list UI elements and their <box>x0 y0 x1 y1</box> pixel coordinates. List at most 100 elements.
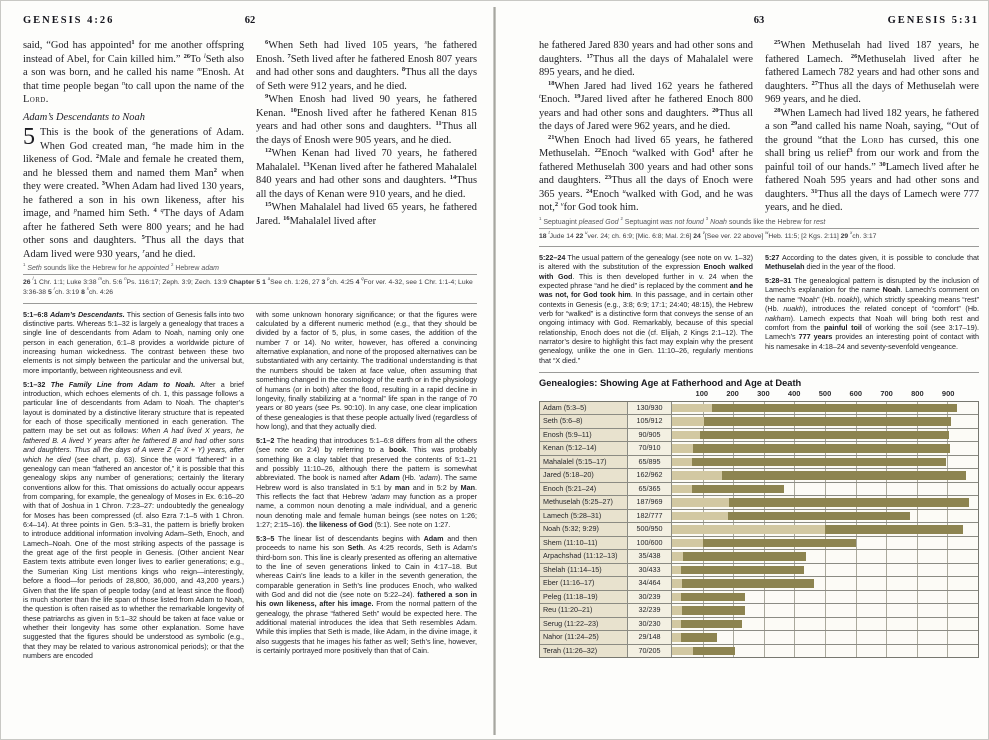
bar-age-at-death <box>681 592 746 602</box>
gridline <box>855 617 857 631</box>
translation-footnote: 1 Seth sounds like the Hebrew for he app… <box>23 262 219 273</box>
left-verse-col1: said, “God has appointed1 for me another… <box>23 39 244 261</box>
genealogy-chart: Genealogies: Showing Age at Fatherhood a… <box>538 378 979 659</box>
chart-row-name: Nahor (11:24–25) <box>539 631 628 644</box>
gridline <box>916 563 918 577</box>
chart-row-name: Kenan (5:12–14) <box>539 442 628 455</box>
verse-paragraph: 15When Mahalalel had lived 65 years, he … <box>256 201 477 227</box>
gridline <box>886 563 888 577</box>
chart-row-plot <box>671 563 978 577</box>
left-page-header: GENESIS 4:26 62 <box>23 15 477 26</box>
chart-row: Enoch (5:21–24) 65/365 <box>539 482 978 497</box>
commentary-note: 5:1–2 The heading that introduces 5:1–6:… <box>256 435 477 530</box>
gridline <box>855 604 857 617</box>
verse-paragraph: 18When Jared had lived 162 years he fath… <box>538 79 753 133</box>
bar-age-at-death <box>691 457 946 467</box>
axis-tick-label: 900 <box>941 388 955 398</box>
chart-row-plot <box>671 577 978 590</box>
chart-row-plot <box>671 469 978 482</box>
chart-row-name: Peleg (11:18–19) <box>539 590 628 604</box>
gridline <box>886 482 888 496</box>
chart-row-name: Shelah (11:14–15) <box>539 563 628 577</box>
commentary-note: 5:1–6:8 Adam’s Descendants. This section… <box>23 309 244 375</box>
rule <box>538 227 979 229</box>
gridline <box>916 644 918 658</box>
chart-row-name: Enosh (5:9–11) <box>539 428 628 442</box>
rule <box>538 371 979 373</box>
chart-row-name: Enoch (5:21–24) <box>539 482 628 496</box>
bar-age-at-death <box>699 430 949 440</box>
gridline <box>733 631 735 644</box>
chart-row: Lamech (5:28–31) 182/777 <box>539 509 978 524</box>
bar-age-at-fatherhood <box>671 592 682 602</box>
gridline <box>916 577 918 590</box>
bar-age-at-fatherhood <box>671 538 703 548</box>
gridline <box>855 482 857 496</box>
gridline <box>947 482 949 496</box>
gridline <box>824 631 826 644</box>
gridline <box>794 604 796 617</box>
page-number-left: 62 <box>244 15 256 26</box>
chart-row-plot <box>671 617 978 631</box>
gridline <box>794 482 796 496</box>
bar-age-at-fatherhood <box>671 457 692 467</box>
bar-age-at-death <box>681 619 743 629</box>
chart-row-plot <box>671 644 978 658</box>
chart-row-value: 100/600 <box>627 536 672 550</box>
gridline <box>916 482 918 496</box>
gridline <box>763 644 765 658</box>
verse-paragraph: 21When Enoch had lived 65 years, he fath… <box>538 133 753 214</box>
bar-age-at-fatherhood <box>671 633 681 642</box>
chart-row-plot <box>671 401 978 415</box>
chart-row-plot <box>671 631 978 644</box>
bar-age-at-death <box>824 525 963 534</box>
bar-age-at-fatherhood <box>671 444 694 453</box>
gridline <box>794 590 796 604</box>
gridline <box>855 577 857 590</box>
right-commentary-col2: 5:27 According to the dates given, it is… <box>765 253 979 370</box>
chart-row-plot <box>671 415 978 428</box>
cross-references: 26 l1 Chr. 1:1; Luke 3:38 mch. 5:6 nPs. … <box>23 276 473 297</box>
gridline <box>947 604 949 617</box>
chart-row-name: Eber (11:16–17) <box>539 577 628 590</box>
gridline <box>916 536 918 550</box>
right-verse-columns: he fathered Jared 830 years and had othe… <box>539 39 979 215</box>
gridline <box>886 604 888 617</box>
gridline <box>824 482 826 496</box>
chart-row-plot <box>671 442 978 455</box>
verse-paragraph: 28When Lamech had lived 182 years, he fa… <box>765 106 980 214</box>
gridline <box>947 563 949 577</box>
chart-row-name: Terah (11:26–32) <box>539 644 628 658</box>
gridline <box>824 604 826 617</box>
gridline <box>824 644 826 658</box>
chart-row-value: 182/777 <box>627 509 672 523</box>
gridline <box>886 550 888 563</box>
gridline <box>763 590 765 604</box>
axis-tick-label: 200 <box>726 388 739 398</box>
chart-row-value: 500/950 <box>627 523 672 536</box>
gridline <box>916 509 918 523</box>
bar-age-at-death <box>702 538 856 548</box>
chart-row-value: 30/230 <box>627 617 672 631</box>
bar-age-at-death <box>693 646 735 656</box>
chart-row: Mahalalel (5:15–17) 65/895 <box>539 455 978 470</box>
chart-row: Enosh (5:9–11) 90/905 <box>539 428 978 443</box>
left-verse-columns: said, “God has appointed1 for me another… <box>23 39 477 261</box>
right-verse-col1: he fathered Jared 830 years and had othe… <box>539 39 753 215</box>
right-commentary-columns: 5:22–24 The usual pattern of the genealo… <box>539 253 979 370</box>
chart-row: Nahor (11:24–25) 29/148 <box>539 631 978 645</box>
gridline <box>763 631 765 644</box>
chart-row: Terah (11:26–32) 70/205 <box>539 644 978 658</box>
chart-row-name: Jared (5:18–20) <box>539 469 628 482</box>
chart-row-value: 34/464 <box>627 577 672 590</box>
chart-axis-plot: 100 200 300 400 500 600 700 800 900 <box>671 389 979 401</box>
bar-age-at-fatherhood <box>671 430 700 440</box>
chart-row-value: 65/365 <box>627 482 672 496</box>
chart-row-plot <box>671 550 978 563</box>
section-heading: Adam’s Descendants to Noah <box>23 111 145 123</box>
running-head-left: GENESIS 4:26 <box>23 15 115 26</box>
gridline <box>855 631 857 644</box>
gridline <box>824 617 826 631</box>
chart-row-name: Reu (11:20–21) <box>539 604 628 617</box>
right-page-header: 63 GENESIS 5:31 <box>539 15 979 26</box>
